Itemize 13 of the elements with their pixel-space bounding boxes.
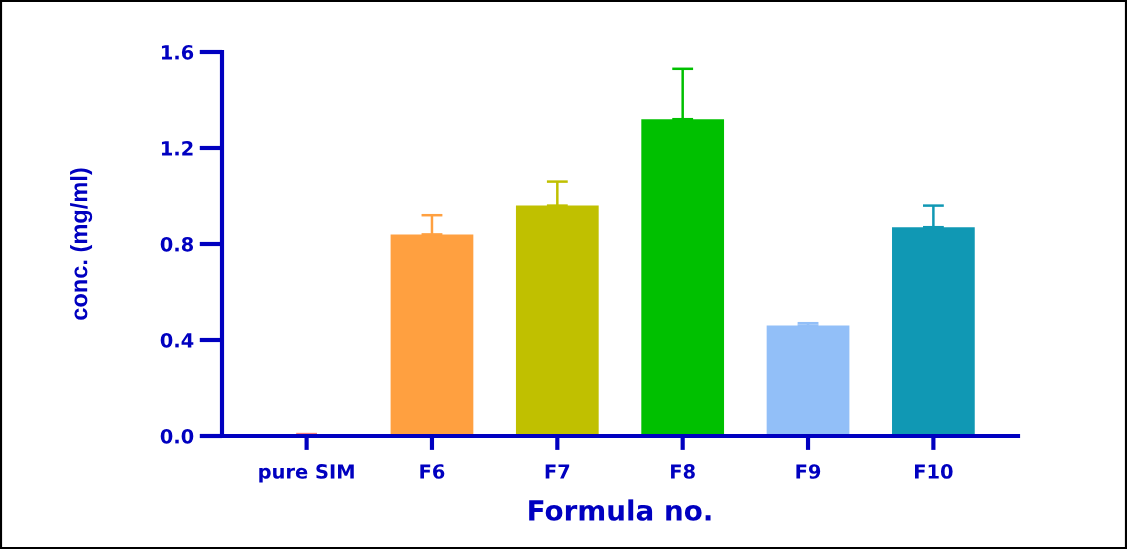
- x-axis-title: Formula no.: [529, 499, 711, 521]
- x-tick-label: F6: [420, 464, 445, 479]
- y-axis-title: conc. (mg/ml): [70, 168, 93, 320]
- y-tick-label: 1.2: [161, 140, 193, 156]
- y-tick-label: 0.4: [160, 332, 194, 348]
- x-tick-label: F8: [671, 464, 695, 479]
- x-tick-label: F9: [796, 464, 821, 479]
- y-tick-label: 0.8: [160, 236, 194, 252]
- y-tick-label: 0.0: [160, 428, 194, 444]
- y-tick-label: 1.6: [161, 44, 194, 60]
- x-tick-label: F7: [545, 464, 570, 479]
- x-tick-label: F10: [915, 464, 953, 479]
- x-tick-label: pure SIM: [259, 464, 354, 483]
